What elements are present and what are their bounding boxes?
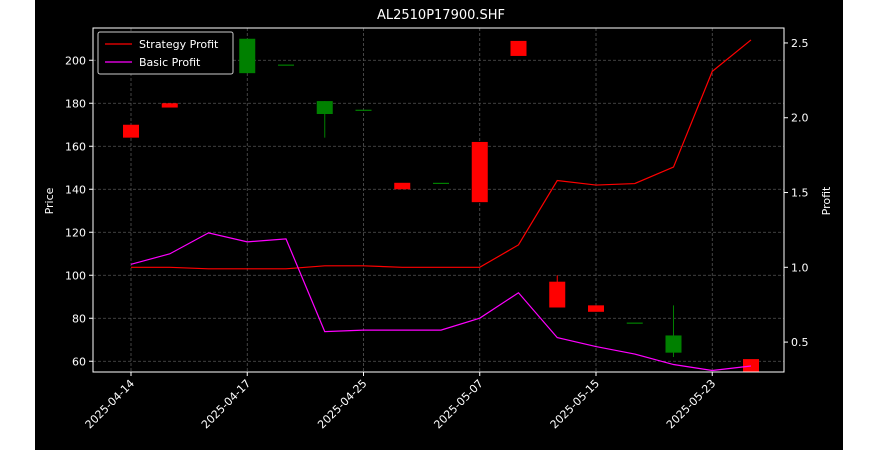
x-tick-label: 2025-04-17 (199, 377, 253, 431)
y-tick-label-right: 2.0 (791, 112, 809, 125)
plot-frame (92, 27, 785, 373)
candle-body (394, 182, 411, 190)
candle-body (161, 103, 178, 108)
x-tick-label: 2025-05-15 (548, 377, 602, 431)
x-tick-label: 2025-05-23 (664, 377, 718, 431)
candle-body (588, 305, 604, 312)
candle-body (433, 182, 449, 184)
axes: 60 80 100 120 140 160 180 200 0.5 1.0 1.5 2.0 2.5 202… (65, 27, 809, 431)
x-tick-label: 2025-04-25 (315, 377, 369, 431)
profit-lines (130, 39, 752, 372)
candle-body (471, 141, 488, 203)
candle-body (510, 40, 527, 56)
candlestick-profit-chart: AL2510P17900.SHF Price Profit 60 80 100 120… (43, 8, 833, 431)
legend-box (97, 31, 234, 75)
strategy-profit-line (131, 39, 752, 270)
x-tick-label: 2025-04-14 (83, 377, 137, 431)
y-tick-label-left: 100 (65, 269, 86, 282)
candle-body (549, 281, 566, 308)
candle-body (665, 335, 682, 353)
candles (123, 38, 759, 372)
chart-figure: AL2510P17900.SHF Price Profit 60 80 100 120… (35, 0, 843, 450)
y-tick-label-left: 200 (65, 54, 86, 67)
y-axis-label-right: Profit (820, 186, 833, 215)
y-tick-label-right: 1.5 (791, 187, 809, 200)
y-tick-label-left: 180 (65, 97, 86, 110)
y-tick-label-left: 80 (72, 312, 86, 325)
candle-body (239, 38, 256, 74)
candle-body (123, 124, 139, 138)
candle-body (743, 359, 759, 372)
y-tick-label-left: 60 (72, 355, 86, 368)
y-tick-label-left: 160 (65, 140, 86, 153)
x-tick-label: 2025-05-07 (431, 377, 485, 431)
basic-profit-line (130, 232, 752, 372)
chart-title: AL2510P17900.SHF (377, 8, 505, 23)
y-tick-label-right: 2.5 (791, 37, 809, 50)
y-tick-label-left: 140 (65, 183, 86, 196)
candle-body (278, 64, 294, 66)
legend-label-strategy: Strategy Profit (139, 38, 219, 51)
y-tick-label-left: 120 (65, 226, 86, 239)
y-axis-label-left: Price (43, 187, 56, 214)
legend: Strategy Profit Basic Profit (97, 31, 234, 75)
grid (93, 28, 784, 372)
legend-label-basic: Basic Profit (139, 56, 201, 69)
candle-body (355, 109, 372, 111)
y-tick-label-right: 0.5 (791, 336, 809, 349)
candle-body (626, 322, 643, 324)
y-tick-label-right: 1.0 (791, 261, 809, 274)
candle-body (316, 101, 333, 114)
